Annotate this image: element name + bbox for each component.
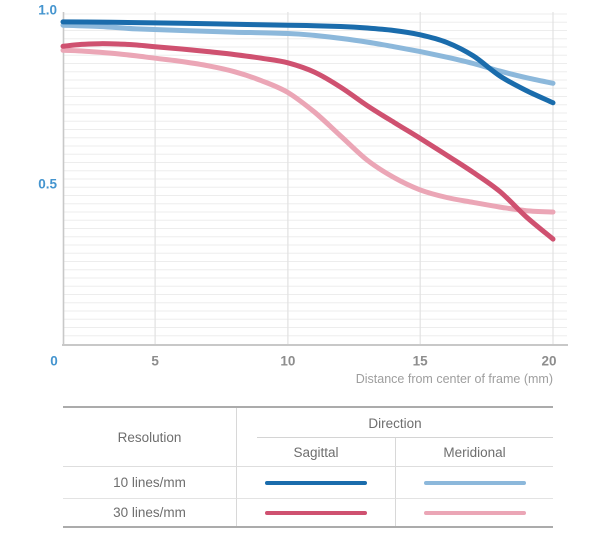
legend-column-meridional-label: Meridional [443, 444, 506, 460]
mtf-chart-canvas: 1.0 0.5 0 5 10 15 20 Distance from center of fr… [38, 3, 568, 386]
legend-header-resolution-label: Resolution [117, 429, 182, 445]
legend-header-direction: Direction [237, 408, 553, 438]
mtf-line-chart: 1.0 0.5 0 5 10 15 20 Distance from center of fr… [38, 3, 568, 386]
legend-row-10lines-text: 10 lines/mm [113, 475, 186, 490]
x-tick-label: 5 [151, 354, 159, 369]
x-tick-label: 20 [541, 354, 556, 369]
x-tick-label: 15 [413, 354, 429, 369]
legend-header-direction-label: Direction [368, 415, 422, 431]
mtf-curve-30-lines-mm-meridional [60, 47, 556, 215]
mtf-curve-30-lines-mm-sagittal [60, 41, 556, 242]
legend-swatch-10-meridional-cell [395, 467, 553, 498]
legend-column-sagittal-label: Sagittal [293, 444, 339, 460]
legend-swatch-30-sagittal-cell [237, 498, 395, 526]
x-tick-label: 0 [50, 354, 58, 369]
legend-column-sagittal: Sagittal [237, 438, 395, 467]
legend-table: Resolution Direction Sagittal Meridional… [63, 406, 553, 528]
legend-header-resolution: Resolution [63, 408, 237, 467]
legend-swatch-30-sagittal [265, 510, 367, 515]
legend-swatch-10-sagittal-cell [237, 467, 395, 498]
x-tick-label: 10 [280, 354, 295, 369]
y-tick-label: 1.0 [38, 3, 57, 18]
legend-swatch-10-meridional [423, 480, 526, 485]
legend-row-30lines-text: 30 lines/mm [113, 505, 186, 520]
mtf-curve-10-lines-mm-sagittal [60, 19, 556, 106]
legend-swatch-30-meridional-cell [395, 498, 553, 526]
legend-column-meridional: Meridional [395, 438, 553, 467]
legend-swatch-10-sagittal [265, 480, 367, 485]
legend-row-10lines-label: 10 lines/mm [63, 467, 237, 498]
y-tick-label: 0.5 [38, 177, 57, 192]
x-axis-caption: Distance from center of frame (mm) [356, 372, 553, 386]
legend-swatch-30-meridional [423, 510, 526, 515]
legend-row-30lines-label: 30 lines/mm [63, 498, 237, 526]
